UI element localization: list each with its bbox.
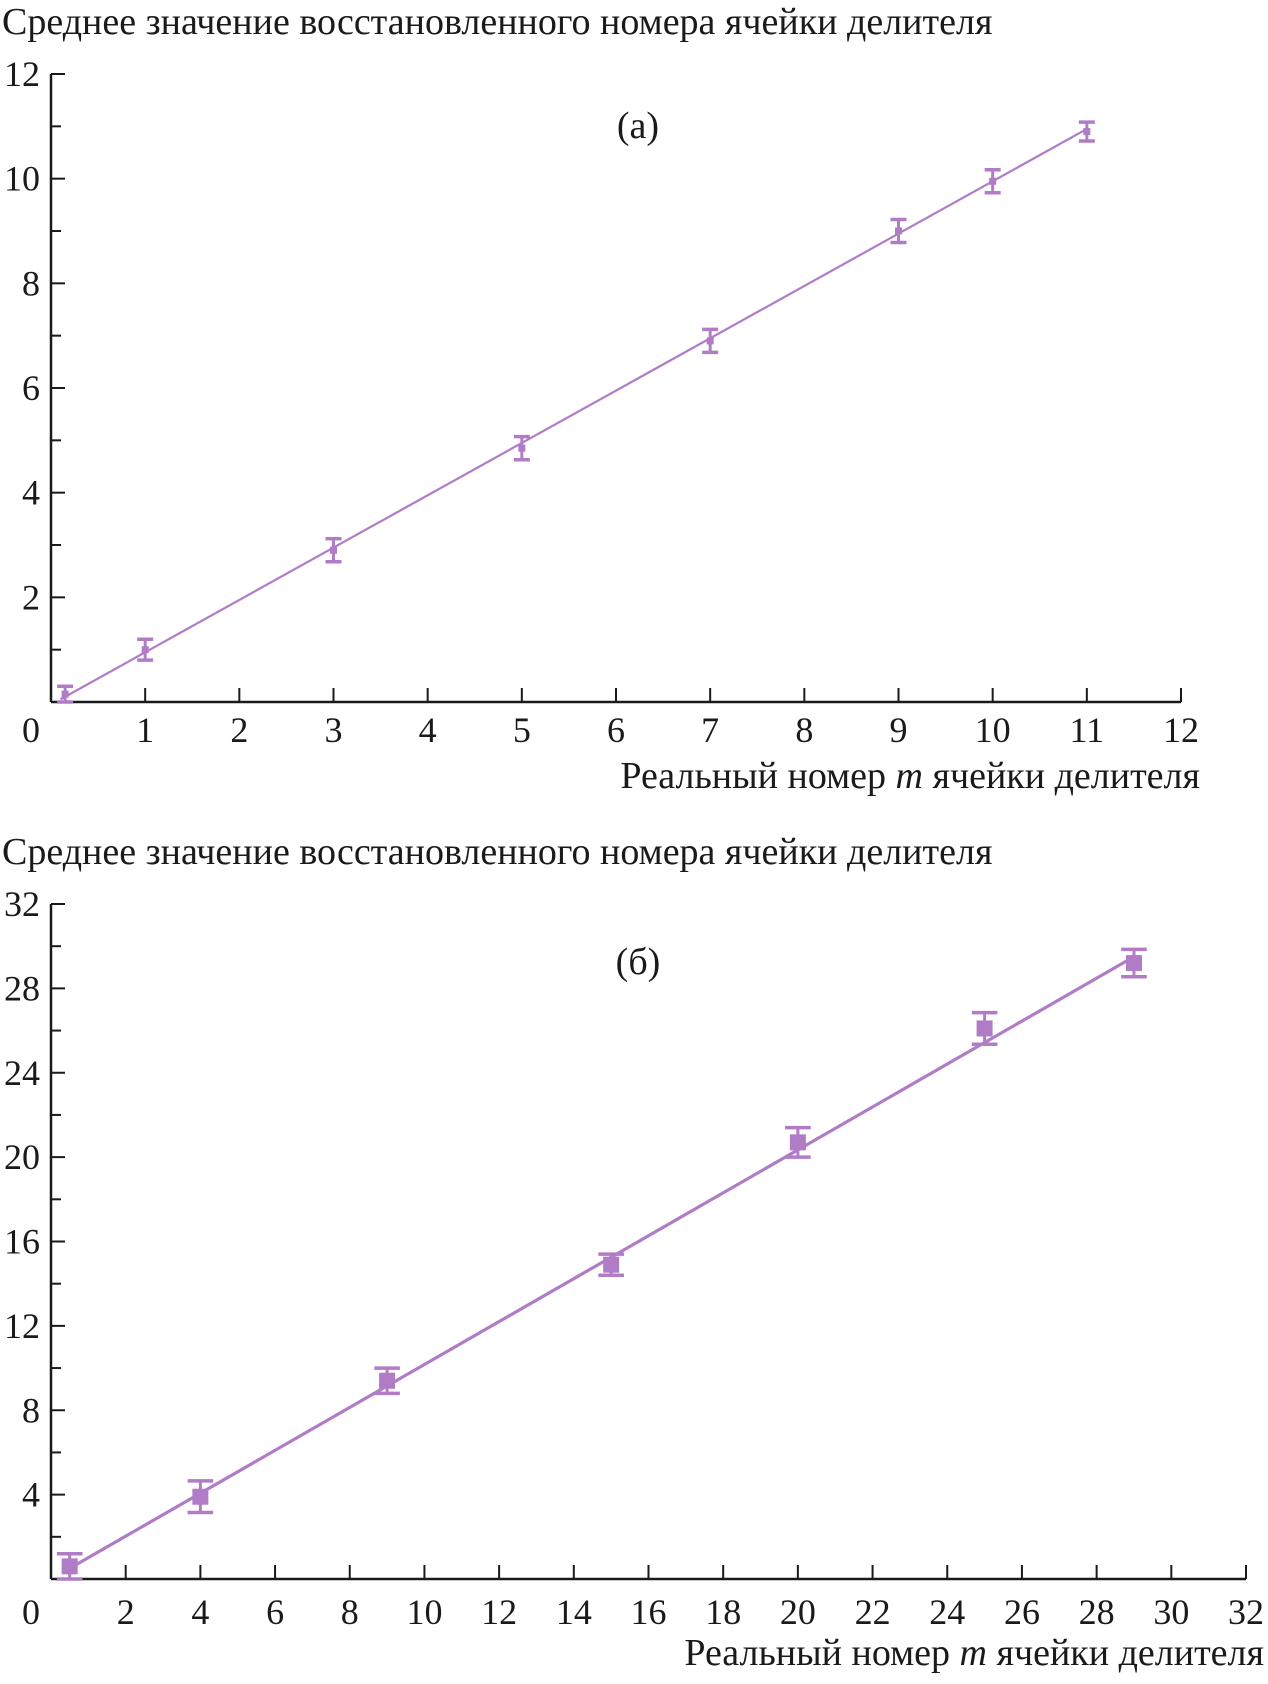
y-tick-label-a: 10 [4, 159, 40, 199]
data-point-a [989, 177, 997, 185]
x-axis-title-a: Реальный номер m ячейки делителя [620, 755, 1200, 797]
data-point-b [1125, 955, 1142, 972]
x-tick-label-b: 24 [929, 1592, 965, 1632]
data-point-a [61, 690, 69, 698]
y-axis-title-a: Среднее значение восстановленного номера… [2, 1, 992, 43]
panel-label-b: (б) [616, 941, 661, 983]
x-tick-label-b: 26 [1004, 1592, 1040, 1632]
y-tick-label-a: 4 [22, 473, 40, 513]
y-tick-label-b: 12 [4, 1306, 40, 1346]
y-axis-title-b: Среднее значение восстановленного номера… [2, 831, 992, 873]
y-tick-label-a: 6 [22, 368, 40, 408]
fit-line-a [59, 127, 1088, 701]
x-tick-label-b: 18 [705, 1592, 741, 1632]
x-tick-label-a: 0 [22, 710, 40, 750]
panel-label-a: (а) [617, 105, 659, 147]
x-tick-label-b: 6 [266, 1592, 284, 1632]
y-tick-label-b: 8 [22, 1390, 40, 1430]
x-tick-label-a: 2 [230, 710, 248, 750]
data-point-b [976, 1020, 993, 1037]
x-tick-label-b: 4 [191, 1592, 209, 1632]
x-tick-label-b: 8 [341, 1592, 359, 1632]
x-tick-label-b: 28 [1079, 1592, 1115, 1632]
x-tick-label-b: 0 [22, 1592, 40, 1632]
y-tick-label-a: 8 [22, 263, 40, 303]
x-tick-label-b: 14 [556, 1592, 592, 1632]
data-point-a [518, 444, 526, 452]
x-tick-label-b: 16 [631, 1592, 667, 1632]
x-tick-label-a: 3 [325, 710, 343, 750]
data-point-a [1083, 128, 1091, 136]
x-tick-label-b: 20 [780, 1592, 816, 1632]
data-point-a [706, 337, 714, 345]
y-tick-label-b: 28 [4, 968, 40, 1008]
x-tick-label-a: 8 [795, 710, 813, 750]
y-tick-label-b: 4 [22, 1475, 40, 1515]
x-tick-label-a: 10 [975, 710, 1011, 750]
y-tick-label-b: 20 [4, 1137, 40, 1177]
data-point-a [141, 646, 149, 654]
x-tick-label-b: 10 [406, 1592, 442, 1632]
x-tick-label-a: 6 [607, 710, 625, 750]
x-tick-label-a: 12 [1163, 710, 1199, 750]
x-tick-label-b: 2 [117, 1592, 135, 1632]
chart-panel-b: Среднее значение восстановленного номера… [2, 831, 1264, 1674]
data-point-b [379, 1372, 396, 1389]
data-point-b [61, 1558, 78, 1575]
data-point-a [330, 546, 337, 554]
data-point-b [789, 1134, 806, 1151]
x-tick-label-a: 1 [136, 710, 154, 750]
chart-panel-a: Среднее значение восстановленного номера… [2, 1, 1200, 797]
y-tick-label-b: 16 [4, 1222, 40, 1262]
x-tick-label-a: 9 [890, 710, 908, 750]
y-tick-label-b: 32 [4, 884, 40, 924]
y-tick-label-b: 24 [4, 1053, 40, 1093]
x-tick-label-b: 32 [1228, 1592, 1264, 1632]
y-tick-label-a: 2 [22, 577, 40, 617]
data-point-b [192, 1488, 209, 1505]
data-point-b [603, 1256, 620, 1273]
y-tick-label-a: 12 [4, 54, 40, 94]
x-tick-label-a: 7 [701, 710, 719, 750]
data-point-a [895, 227, 902, 235]
x-tick-label-b: 30 [1153, 1592, 1189, 1632]
fit-line-b [61, 955, 1135, 1575]
x-tick-label-b: 12 [481, 1592, 517, 1632]
x-tick-label-a: 5 [513, 710, 531, 750]
x-tick-label-a: 11 [1069, 710, 1104, 750]
x-axis-title-b: Реальный номер m ячейки делителя [684, 1632, 1264, 1674]
x-tick-label-a: 4 [419, 710, 437, 750]
x-tick-label-b: 22 [855, 1592, 891, 1632]
